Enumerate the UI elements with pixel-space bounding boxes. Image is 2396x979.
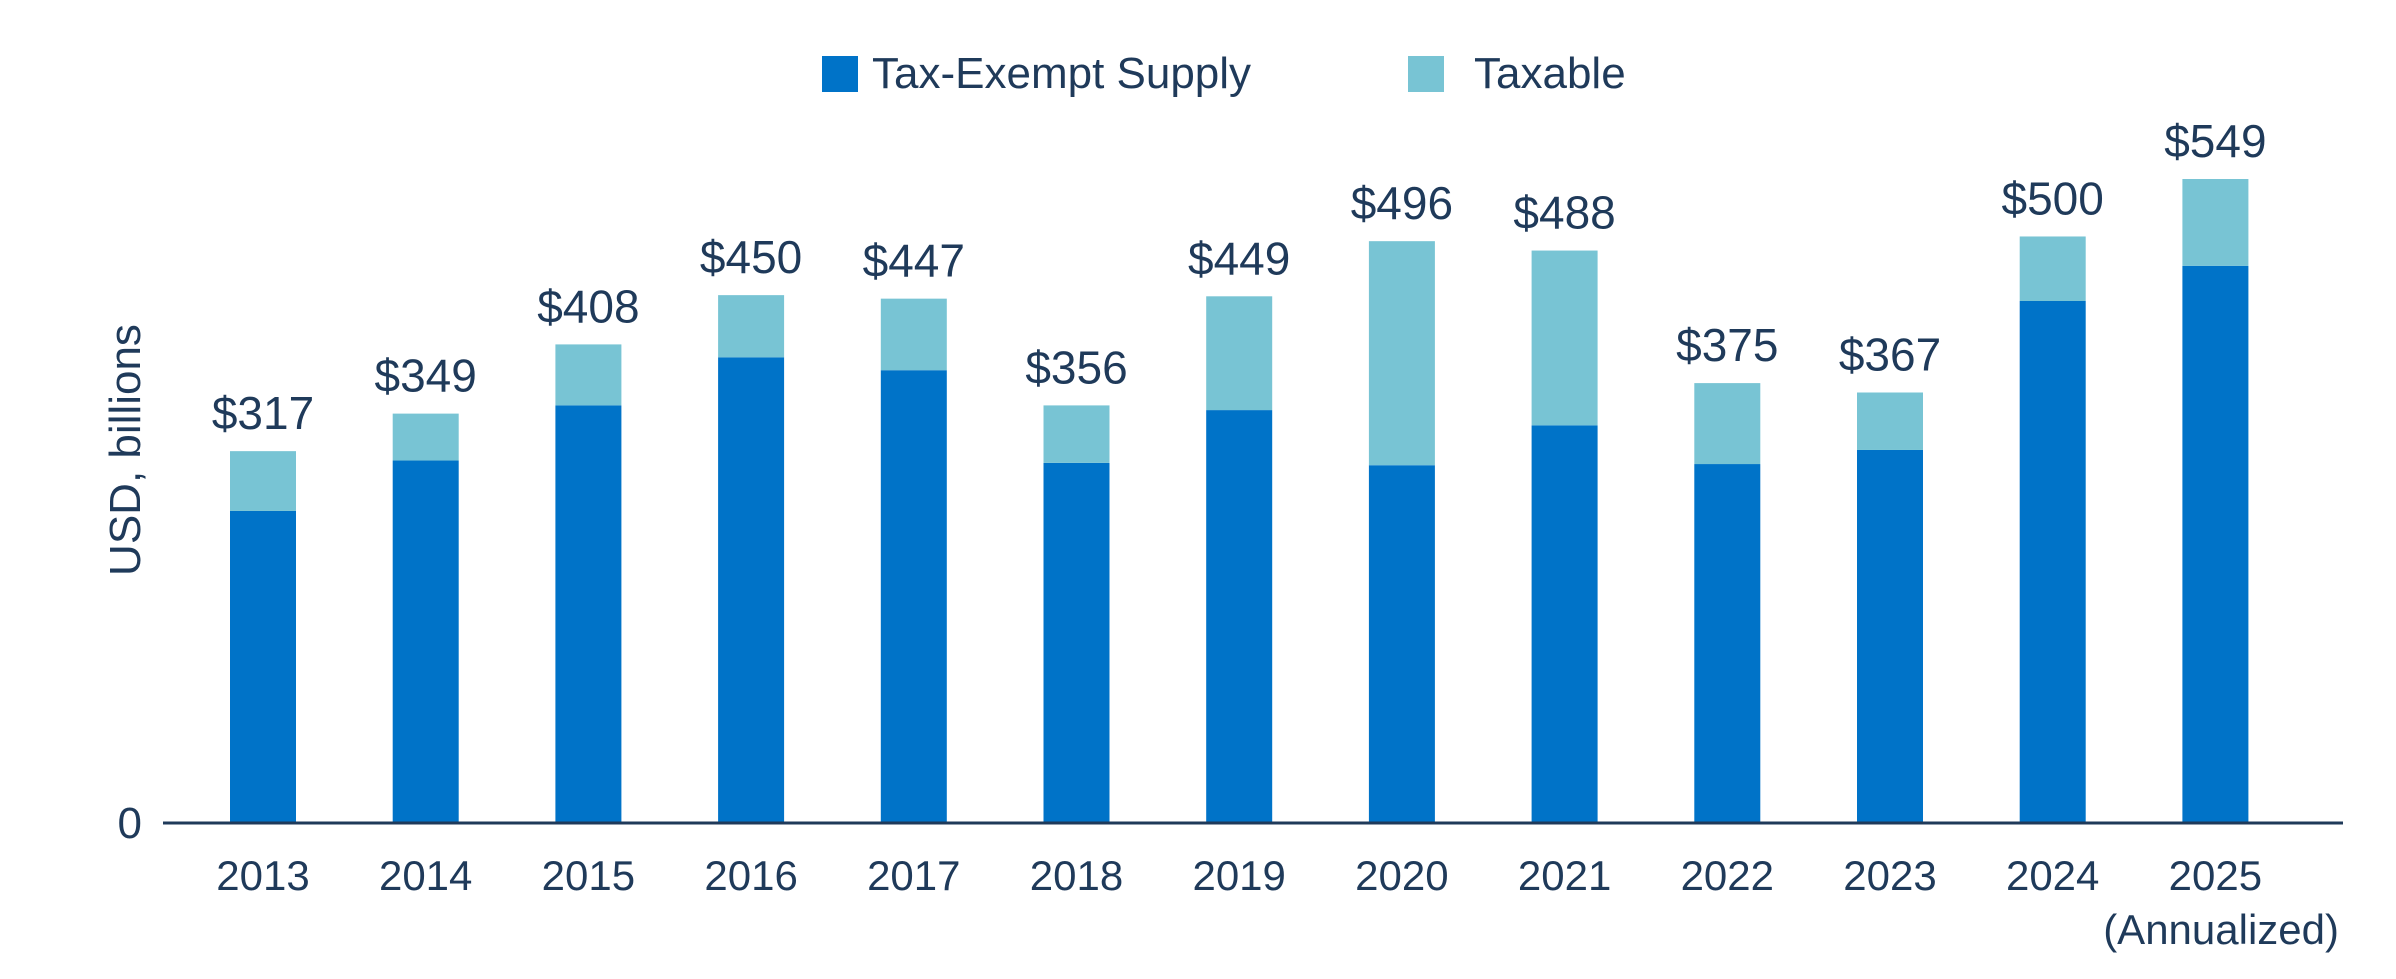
bar-taxable-2018	[1043, 405, 1110, 463]
data-label-2019: $449	[1188, 232, 1290, 284]
data-label-2021: $488	[1513, 187, 1615, 239]
data-label-2020: $496	[1351, 177, 1453, 229]
x-tick-label-2018: 2018	[1030, 852, 1123, 899]
x-tick-label-2021: 2021	[1518, 852, 1611, 899]
bar-taxable-2025	[2182, 179, 2249, 266]
bar-taxable-2013	[230, 451, 296, 511]
bar-tax-exempt-2015	[555, 405, 622, 823]
bar-taxable-2024	[2019, 236, 2086, 301]
data-label-2022: $375	[1676, 319, 1778, 371]
bar-taxable-2021	[1531, 250, 1598, 426]
x-tick-label-2020: 2020	[1355, 852, 1448, 899]
data-label-2016: $450	[700, 231, 802, 283]
bar-taxable-2022	[1694, 383, 1761, 465]
x-tick-label-2024: 2024	[2006, 852, 2099, 899]
bar-tax-exempt-2019	[1206, 410, 1273, 823]
legend-label-tax-exempt: Tax-Exempt Supply	[872, 49, 1252, 98]
data-label-2017: $447	[863, 235, 965, 287]
bar-tax-exempt-2014	[392, 460, 459, 823]
data-label-2024: $500	[2002, 172, 2104, 224]
legend-item-tax-exempt: Tax-Exempt Supply	[822, 44, 1251, 104]
x-tick-sublabel-2025: (Annualized)	[2103, 906, 2339, 953]
legend: Tax-Exempt Supply Taxable	[0, 44, 2396, 104]
legend-item-taxable: Taxable	[1408, 44, 1626, 104]
bar-taxable-2017	[880, 298, 947, 371]
bar-taxable-2016	[718, 295, 785, 358]
bar-tax-exempt-2022	[1694, 464, 1761, 823]
bar-tax-exempt-2016	[718, 357, 785, 823]
x-tick-label-2016: 2016	[704, 852, 797, 899]
legend-swatch-tax-exempt	[822, 56, 858, 92]
legend-label-taxable: Taxable	[1474, 49, 1626, 98]
bar-taxable-2019	[1206, 296, 1273, 411]
x-tick-label-2017: 2017	[867, 852, 960, 899]
x-tick-label-2015: 2015	[542, 852, 635, 899]
data-label-2018: $356	[1025, 341, 1127, 393]
x-tick-label-2023: 2023	[1843, 852, 1936, 899]
data-label-2014: $349	[375, 350, 477, 402]
bar-tax-exempt-2020	[1368, 465, 1435, 823]
bar-tax-exempt-2017	[880, 370, 947, 823]
bar-tax-exempt-2021	[1531, 425, 1598, 823]
bar-tax-exempt-2013	[230, 510, 296, 823]
x-tick-label-2013: 2013	[216, 852, 309, 899]
data-label-2023: $367	[1839, 328, 1941, 380]
x-tick-label-2025: 2025	[2169, 852, 2262, 899]
bar-tax-exempt-2018	[1043, 462, 1110, 823]
legend-swatch-taxable	[1408, 56, 1444, 92]
bar-taxable-2014	[392, 413, 459, 461]
bar-taxable-2023	[1857, 392, 1923, 450]
bar-tax-exempt-2024	[2019, 300, 2086, 824]
x-tick-label-2019: 2019	[1192, 852, 1285, 899]
bar-tax-exempt-2025	[2182, 265, 2249, 823]
bar-tax-exempt-2023	[1857, 449, 1923, 823]
data-label-2013: $317	[212, 387, 314, 439]
bar-taxable-2020	[1368, 241, 1435, 466]
bar-taxable-2015	[555, 344, 622, 406]
x-tick-label-2022: 2022	[1681, 852, 1774, 899]
x-tick-label-2014: 2014	[379, 852, 472, 899]
y-tick-label-0: 0	[118, 799, 142, 848]
data-label-2015: $408	[537, 280, 639, 332]
data-label-2025: $549	[2164, 115, 2266, 167]
